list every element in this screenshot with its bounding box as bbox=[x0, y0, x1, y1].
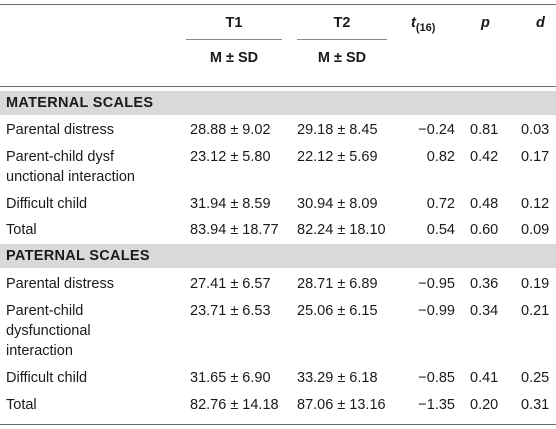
cell-t2: 30.94 ± 8.09 bbox=[297, 196, 378, 212]
cell-p: 0.20 bbox=[470, 397, 499, 413]
top-rule bbox=[0, 4, 556, 5]
cell-t1: 83.94 ± 18.77 bbox=[190, 222, 279, 238]
cell-t2: 33.29 ± 6.18 bbox=[297, 370, 378, 386]
row-label: Difficult child bbox=[6, 196, 88, 212]
cell-d: 0.25 bbox=[521, 370, 550, 386]
header-t2: T2 bbox=[333, 15, 351, 31]
cell-t1: 31.94 ± 8.59 bbox=[190, 196, 271, 212]
cell-t2: 22.12 ± 5.69 bbox=[297, 149, 378, 165]
cell-t: 0.82 bbox=[426, 149, 455, 165]
paternal-section-title: PATERNAL SCALES bbox=[6, 248, 150, 264]
row-label-line1: Parent-child bbox=[6, 303, 84, 319]
t2-underline bbox=[297, 39, 387, 40]
cell-p: 0.48 bbox=[470, 196, 499, 212]
paternal-section-band bbox=[0, 244, 556, 268]
cell-t1: 31.65 ± 6.90 bbox=[190, 370, 271, 386]
row-label: Parental distress bbox=[6, 122, 114, 138]
cell-t: −0.95 bbox=[418, 276, 455, 292]
row-label: Total bbox=[6, 397, 37, 413]
cell-p: 0.36 bbox=[470, 276, 499, 292]
cell-t: −0.85 bbox=[418, 370, 455, 386]
cell-t: −0.99 bbox=[418, 303, 455, 319]
header-msd-t1: M ± SD bbox=[209, 50, 259, 66]
cell-d: 0.09 bbox=[521, 222, 550, 238]
header-msd-t2: M ± SD bbox=[317, 50, 367, 66]
cell-t: 0.72 bbox=[426, 196, 455, 212]
cell-d: 0.12 bbox=[521, 196, 550, 212]
row-label: Total bbox=[6, 222, 37, 238]
cell-t2: 29.18 ± 8.45 bbox=[297, 122, 378, 138]
cell-t: −0.24 bbox=[418, 122, 455, 138]
cell-t: −1.35 bbox=[418, 397, 455, 413]
cell-t1: 23.71 ± 6.53 bbox=[190, 303, 271, 319]
header-t-stat: t(16) bbox=[411, 14, 435, 37]
header-t-sub: (16) bbox=[415, 21, 436, 34]
header-p: p bbox=[481, 15, 490, 31]
cell-p: 0.60 bbox=[470, 222, 499, 238]
t1-underline bbox=[186, 39, 282, 40]
header-d: d bbox=[536, 15, 545, 31]
cell-t1: 28.88 ± 9.02 bbox=[190, 122, 271, 138]
cell-p: 0.81 bbox=[470, 122, 499, 138]
maternal-section-band bbox=[0, 91, 556, 115]
cell-t1: 23.12 ± 5.80 bbox=[190, 149, 271, 165]
header-t1: T1 bbox=[225, 15, 243, 31]
row-label: Difficult child bbox=[6, 370, 88, 386]
cell-p: 0.34 bbox=[470, 303, 499, 319]
cell-t2: 87.06 ± 13.16 bbox=[297, 397, 386, 413]
cell-t1: 27.41 ± 6.57 bbox=[190, 276, 271, 292]
cell-t: 0.54 bbox=[426, 222, 455, 238]
cell-t2: 28.71 ± 6.89 bbox=[297, 276, 378, 292]
cell-d: 0.19 bbox=[521, 276, 550, 292]
header-t-main: t bbox=[411, 15, 416, 31]
row-label-line2: unctional interaction bbox=[6, 169, 135, 185]
cell-p: 0.41 bbox=[470, 370, 499, 386]
cell-d: 0.21 bbox=[521, 303, 550, 319]
maternal-section-title: MATERNAL SCALES bbox=[6, 95, 154, 111]
row-label-line1: Parent-child dysf bbox=[6, 149, 114, 165]
row-label-line2: dysfunctional bbox=[6, 323, 91, 339]
cell-t2: 82.24 ± 18.10 bbox=[297, 222, 386, 238]
cell-d: 0.31 bbox=[521, 397, 550, 413]
header-rule bbox=[0, 86, 556, 87]
bottom-rule bbox=[0, 424, 556, 425]
row-label-line3: interaction bbox=[6, 343, 73, 359]
row-label: Parental distress bbox=[6, 276, 114, 292]
cell-d: 0.17 bbox=[521, 149, 550, 165]
cell-p: 0.42 bbox=[470, 149, 499, 165]
cell-t1: 82.76 ± 14.18 bbox=[190, 397, 279, 413]
cell-d: 0.03 bbox=[521, 122, 550, 138]
cell-t2: 25.06 ± 6.15 bbox=[297, 303, 378, 319]
